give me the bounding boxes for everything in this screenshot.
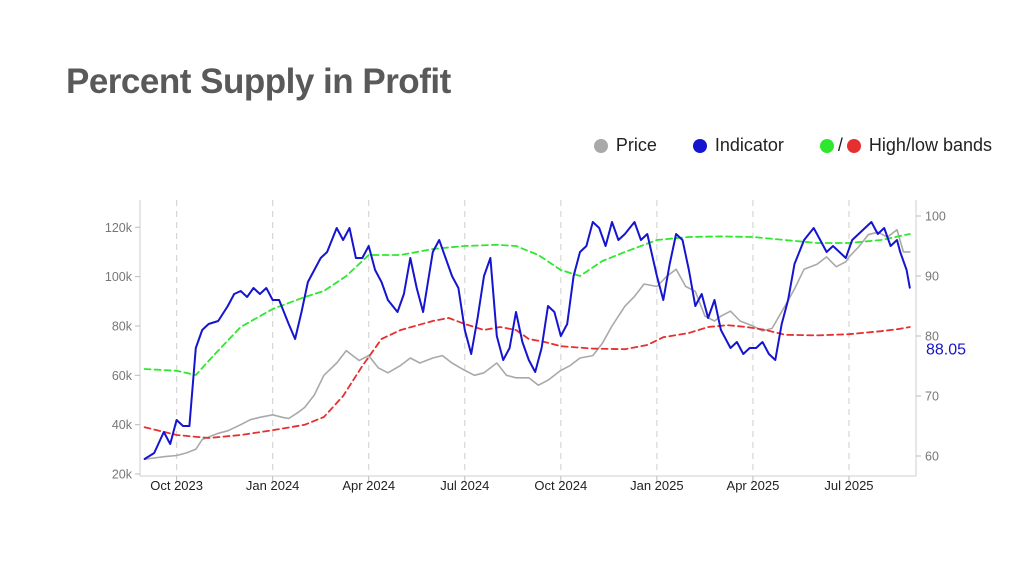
y-left-tick-label-4: 100k <box>105 270 133 284</box>
legend-item-indicator[interactable]: Indicator <box>692 135 784 156</box>
labels-layer: 88.05 <box>926 342 966 359</box>
axes-layer: 20k 40k 60k 80k 100k 120k 60 70 80 90 100 Oct 2023 J… <box>105 200 946 493</box>
legend-label-indicator: Indicator <box>714 135 784 155</box>
y-right-tick-label-3: 90 <box>925 270 939 284</box>
y-left-tick-label-1: 40k <box>112 418 133 432</box>
y-left-tick-label-0: 20k <box>112 468 133 482</box>
x-tick-label-3: Jul 2024 <box>440 478 489 493</box>
legend-label-price: Price <box>615 135 657 155</box>
x-tick-label-1: Jan 2024 <box>246 478 300 493</box>
series-low-band-line <box>143 317 911 439</box>
y-right-tick-label-2: 80 <box>925 330 939 344</box>
x-tick-label-0: Oct 2023 <box>150 478 203 493</box>
legend: Price Indicator / High/low bands <box>558 135 992 156</box>
series-indicator-line <box>143 221 911 460</box>
low-band-dot-icon <box>846 138 861 153</box>
y-right-tick-label-4: 100 <box>925 210 946 224</box>
legend-label-bands: High/low bands <box>868 135 992 155</box>
legend-slash: / <box>837 135 843 155</box>
x-tick-label-4: Oct 2024 <box>534 478 587 493</box>
indicator-last-value-label: 88.05 <box>926 342 966 359</box>
series-price-line <box>143 228 911 460</box>
x-tick-label-6: Apr 2025 <box>727 478 780 493</box>
x-tick-label-7: Jul 2025 <box>824 478 873 493</box>
indicator-dot-icon <box>692 138 707 153</box>
x-tick-label-2: Apr 2024 <box>342 478 395 493</box>
price-dot-icon <box>593 138 608 153</box>
legend-item-bands[interactable]: / High/low bands <box>819 135 992 156</box>
y-left-tick-label-3: 80k <box>112 319 133 333</box>
y-left-tick-label-2: 60k <box>112 369 133 383</box>
series-layer <box>143 221 911 460</box>
x-tick-label-5: Jan 2025 <box>630 478 684 493</box>
y-right-tick-label-1: 70 <box>925 390 939 404</box>
series-high-band-line <box>143 233 911 376</box>
y-left-tick-label-5: 120k <box>105 221 133 235</box>
legend-item-price[interactable]: Price <box>593 135 657 156</box>
chart-title: Percent Supply in Profit <box>66 62 451 101</box>
high-band-dot-icon <box>819 138 834 153</box>
y-right-tick-label-0: 60 <box>925 450 939 464</box>
